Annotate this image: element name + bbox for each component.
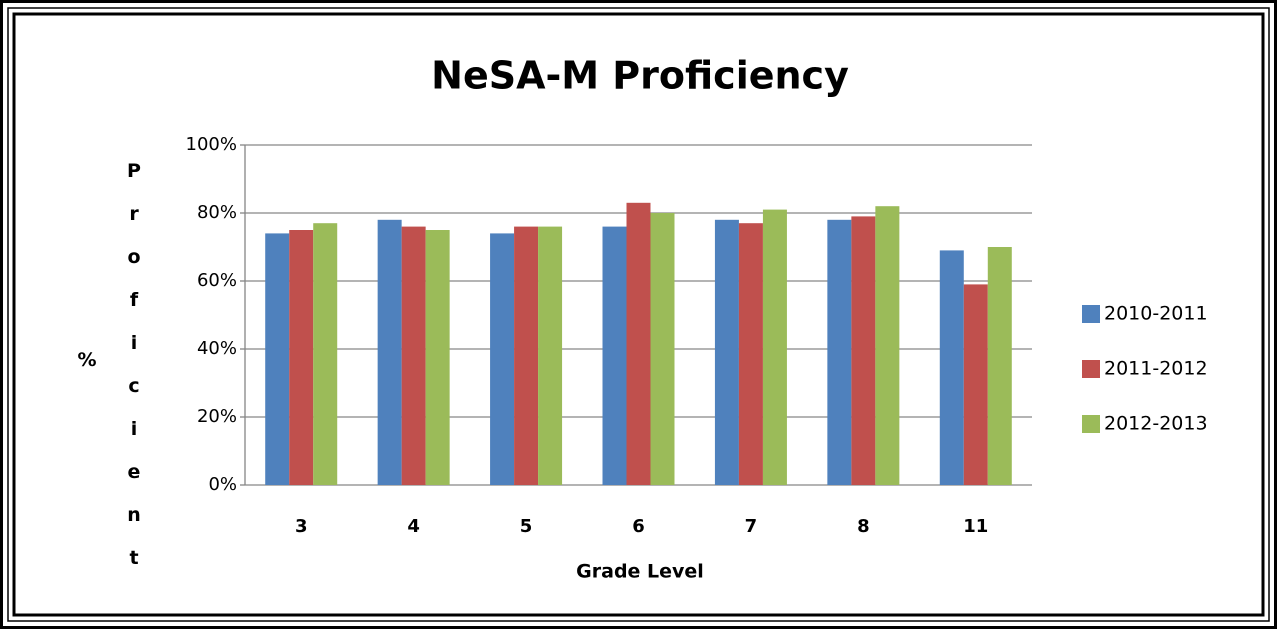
x-tick-label: 5 bbox=[520, 516, 533, 537]
bar bbox=[265, 233, 290, 485]
legend-label: 2010-2011 bbox=[1104, 303, 1208, 325]
bar bbox=[377, 219, 402, 486]
x-tick-label: 4 bbox=[407, 516, 420, 537]
bar bbox=[514, 226, 539, 485]
bar bbox=[289, 230, 314, 485]
bar bbox=[963, 284, 988, 485]
y-tick-label: 40% bbox=[197, 338, 237, 359]
legend-swatch bbox=[1082, 415, 1100, 433]
bar bbox=[538, 226, 563, 485]
bar bbox=[650, 213, 675, 485]
bar bbox=[602, 226, 627, 485]
bar bbox=[827, 219, 852, 486]
y-tick-label: 80% bbox=[197, 202, 237, 223]
y-axis-label: % Proficient bbox=[76, 160, 145, 590]
legend-swatch bbox=[1082, 360, 1100, 378]
x-tick-label: 3 bbox=[295, 516, 308, 537]
legend-label: 2012-2013 bbox=[1104, 413, 1208, 435]
middle-frame bbox=[7, 7, 1270, 622]
x-tick-label: 6 bbox=[632, 516, 645, 537]
bar bbox=[875, 206, 900, 485]
y-tick-label: 20% bbox=[197, 406, 237, 427]
x-tick-label: 8 bbox=[857, 516, 870, 537]
legend-label: 2011-2012 bbox=[1104, 358, 1208, 380]
chart-title: NeSA-M Proficiency bbox=[431, 54, 849, 98]
bar bbox=[425, 230, 450, 485]
x-axis-label: Grade Level bbox=[576, 561, 704, 583]
legend-swatch bbox=[1082, 305, 1100, 323]
bar bbox=[313, 223, 338, 485]
x-tick-label: 11 bbox=[963, 516, 988, 537]
y-tick-label: 0% bbox=[208, 474, 237, 495]
bar bbox=[851, 216, 876, 485]
bar bbox=[490, 233, 515, 485]
bar bbox=[762, 209, 787, 485]
bar bbox=[714, 219, 739, 486]
bar bbox=[939, 250, 964, 485]
y-tick-label: 100% bbox=[186, 134, 237, 155]
x-tick-label: 7 bbox=[745, 516, 758, 537]
bar bbox=[626, 202, 651, 486]
bar bbox=[401, 226, 426, 485]
bar bbox=[987, 247, 1012, 485]
bar bbox=[738, 223, 763, 485]
y-tick-label: 60% bbox=[197, 270, 237, 291]
inner-frame bbox=[12, 12, 1265, 617]
